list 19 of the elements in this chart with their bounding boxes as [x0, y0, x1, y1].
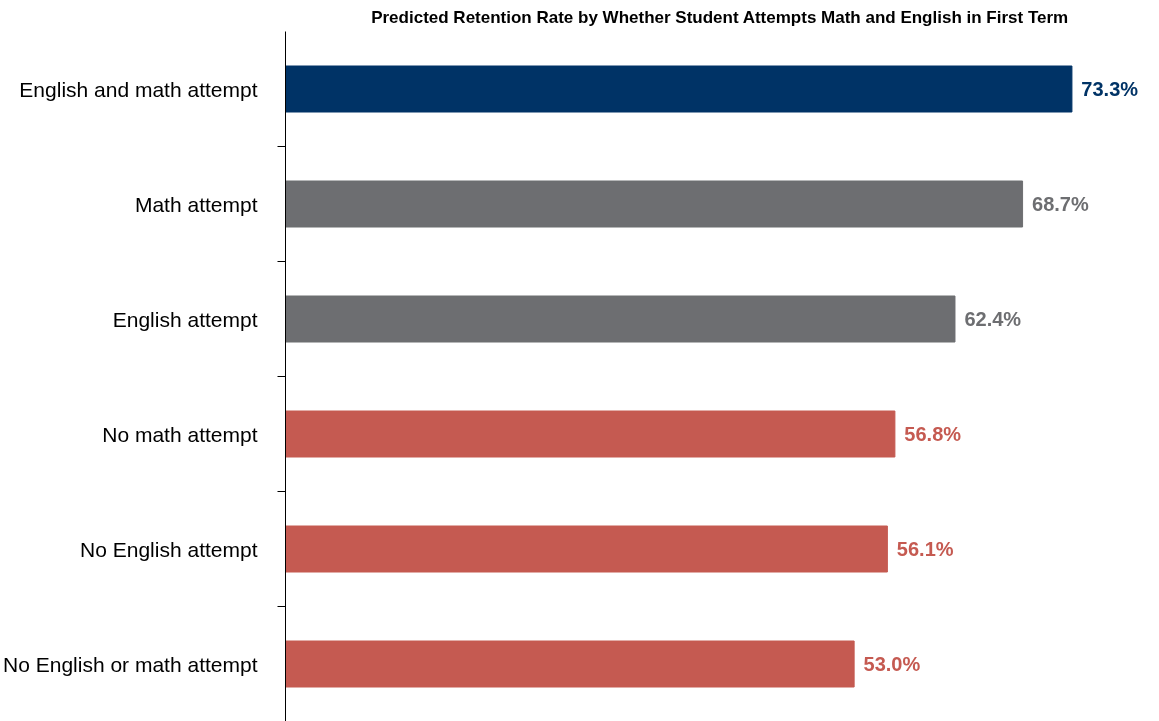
- bar: [285, 410, 896, 458]
- data-label: 56.8%: [904, 423, 962, 445]
- bar: [285, 525, 888, 573]
- bar: [285, 295, 956, 343]
- bar: [285, 180, 1024, 228]
- y-tick-label: English attempt: [112, 307, 258, 331]
- data-label: 62.4%: [964, 308, 1022, 330]
- chart-title: Predicted Retention Rate by Whether Student Attempts Math and English in First Term: [371, 7, 1069, 27]
- y-tick-label: No math attempt: [102, 422, 258, 446]
- data-label: 53.0%: [863, 653, 921, 675]
- bar: [285, 65, 1073, 113]
- data-label: 68.7%: [1032, 193, 1089, 215]
- y-tick-label: No English attempt: [80, 537, 258, 561]
- bar: [285, 640, 855, 688]
- y-tick-label: Math attempt: [134, 192, 258, 216]
- data-label: 56.1%: [896, 538, 954, 560]
- y-tick-label: No English or math attempt: [3, 652, 258, 676]
- y-tick-label: English and math attempt: [19, 77, 258, 101]
- data-label: 73.3%: [1081, 78, 1139, 100]
